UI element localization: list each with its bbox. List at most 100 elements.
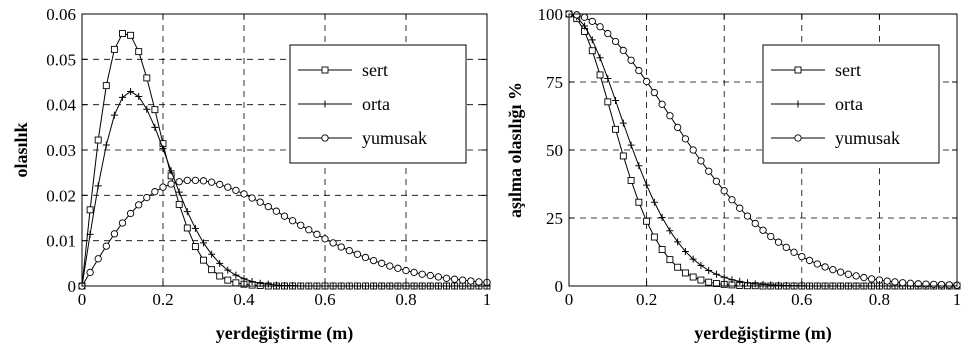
data-point-yumusak [216,180,224,189]
data-point-sert [102,82,110,90]
data-point-yumusak [143,193,151,202]
data-point-yumusak [434,273,443,281]
data-point-yumusak [394,264,402,272]
data-point-yumusak [751,219,759,228]
y-tick-label: 50 [546,141,563,160]
y-tick-label: 75 [546,73,563,92]
data-point-orta [208,250,216,258]
data-point-orta [658,213,666,221]
data-point-orta [619,119,627,127]
data-point-yumusak [199,177,208,185]
x-axis-title: yerdeğiştirme (m) [694,323,831,344]
data-point-orta [596,54,604,62]
data-point-yumusak [353,250,362,258]
data-point-sert [604,98,612,106]
data-point-yumusak [167,180,175,188]
data-point-orta [151,123,159,131]
data-point-yumusak [102,242,110,250]
data-point-yumusak [313,230,321,238]
data-point-orta [689,255,697,263]
data-point-yumusak [386,262,394,270]
data-point-yumusak [883,277,891,285]
data-point-yumusak [743,212,752,220]
data-point-sert [216,272,224,280]
data-point-orta [650,198,658,206]
chart-1: 0 0.2 0.4 0.6 0.8 1 0 0.01 0.02 0.03 0.04 0.05 0.06 y… [11,5,491,344]
data-point-yumusak [697,157,705,165]
data-point-sert [712,280,720,288]
legend-label-orta: orta [362,94,390,114]
data-point-orta [191,224,199,232]
data-point-yumusak [635,66,643,75]
data-point-yumusak [642,77,651,86]
data-point-yumusak [627,56,635,64]
data-point-yumusak [264,203,272,211]
y-tick-label: 0.02 [46,186,76,205]
data-point-yumusak [232,186,240,194]
data-point-orta [782,281,790,289]
data-point-orta [127,88,135,96]
data-point-yumusak [224,183,232,191]
data-point-sert [643,217,651,225]
data-point-sert [232,279,240,287]
data-point-sert [110,45,118,53]
data-point-yumusak [86,268,94,277]
data-point-orta [728,276,736,284]
data-point-yumusak [256,198,264,206]
data-point-sert [689,273,697,281]
data-point-yumusak [798,252,806,261]
data-point-yumusak [666,112,674,120]
data-point-orta [200,239,207,247]
data-point-orta [224,266,232,274]
data-point-orta [86,230,94,238]
data-point-yumusak [475,278,483,286]
data-point-yumusak [712,177,721,185]
data-point-yumusak [467,277,475,285]
data-point-yumusak [673,123,682,132]
data-point-sert [151,106,159,114]
data-point-yumusak [288,217,297,225]
data-point-yumusak [805,256,814,265]
data-point-yumusak [914,280,922,288]
data-point-yumusak [790,248,798,256]
data-point-sert [588,47,596,55]
data-point-yumusak [329,239,337,247]
data-point-yumusak [867,275,876,283]
data-point-yumusak [829,266,837,274]
data-point-yumusak [126,209,135,218]
data-point-orta [743,279,751,287]
data-point-orta [705,266,713,274]
data-point-orta [736,277,744,285]
legend-label-yumusak: yumusak [835,128,900,148]
data-point-orta [110,111,118,119]
data-point-yumusak [767,232,775,241]
data-point-yumusak [94,255,102,263]
data-point-yumusak [402,266,410,275]
x-tick-label: 1 [953,290,962,309]
data-point-yumusak [930,280,938,289]
x-tick-label: 1 [483,290,492,309]
data-point-yumusak [321,235,329,243]
data-point-yumusak [658,100,666,108]
data-point-orta [248,277,256,285]
data-point-sert [697,276,705,284]
data-point-sert [143,74,151,82]
legend-marker-sert [794,66,802,74]
data-point-yumusak [891,278,899,286]
y-axis-title: aşılma olasılığı % [505,82,525,218]
data-point-yumusak [183,176,191,185]
data-point-orta [581,22,589,30]
data-point-orta [627,141,635,149]
y-tick-label: 0 [68,277,77,296]
data-point-yumusak [410,268,418,277]
data-point-sert [681,269,689,277]
legend-marker-yumusak [321,134,329,142]
data-point-sert [127,31,135,39]
data-point-sert [175,200,183,208]
y-tick-label: 0.01 [46,232,76,251]
data-point-orta [102,141,110,149]
data-point-sert [119,30,126,37]
x-tick-label: 0.2 [152,290,173,309]
data-point-yumusak [151,188,159,196]
data-point-yumusak [782,243,790,252]
